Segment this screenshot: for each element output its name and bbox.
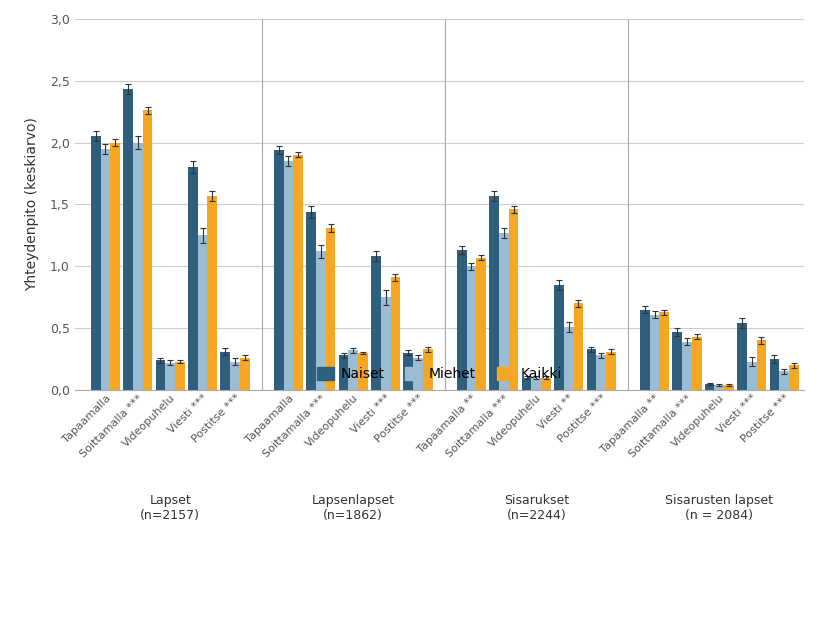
Bar — [293, 155, 303, 390]
Bar — [348, 350, 358, 390]
Bar — [403, 353, 412, 390]
Bar — [498, 233, 508, 390]
Bar — [239, 358, 249, 390]
Bar — [521, 377, 531, 390]
Bar — [142, 111, 152, 390]
Bar — [704, 384, 714, 390]
Bar — [230, 362, 239, 390]
Bar — [339, 355, 348, 390]
Bar — [531, 377, 541, 390]
Bar — [371, 257, 380, 390]
Bar — [541, 377, 551, 390]
Text: Sisarusten lapset
(n = 2084): Sisarusten lapset (n = 2084) — [665, 494, 773, 522]
Bar — [778, 371, 788, 390]
Bar — [672, 332, 681, 390]
Bar — [198, 235, 207, 390]
Bar — [639, 309, 649, 390]
Bar — [489, 196, 498, 390]
Bar — [390, 277, 400, 390]
Bar — [563, 327, 573, 390]
Bar — [788, 365, 797, 390]
Bar — [476, 258, 485, 390]
Bar — [175, 362, 185, 390]
Bar — [681, 342, 691, 390]
Bar — [100, 149, 110, 390]
Bar — [165, 363, 175, 390]
Bar — [188, 167, 198, 390]
Bar — [605, 352, 615, 390]
Bar — [736, 323, 746, 390]
Text: Sisarukset
(n=2244): Sisarukset (n=2244) — [503, 494, 568, 522]
Legend: Naiset, Miehet, Kaikki: Naiset, Miehet, Kaikki — [311, 362, 566, 387]
Bar — [746, 362, 756, 390]
Bar — [412, 358, 422, 390]
Y-axis label: Yhteydenpito (keskiarvo): Yhteydenpito (keskiarvo) — [25, 118, 39, 291]
Bar — [466, 266, 476, 390]
Bar — [422, 349, 432, 390]
Bar — [283, 161, 293, 390]
Bar — [573, 303, 583, 390]
Bar — [132, 143, 142, 390]
Bar — [595, 355, 605, 390]
Bar — [306, 212, 315, 390]
Bar — [123, 89, 132, 390]
Bar — [325, 228, 335, 390]
Bar — [768, 359, 778, 390]
Bar — [315, 252, 325, 390]
Text: Lapsenlapset
(n=1862): Lapsenlapset (n=1862) — [311, 494, 394, 522]
Text: Lapset
(n=2157): Lapset (n=2157) — [140, 494, 200, 522]
Bar — [358, 353, 368, 390]
Bar — [691, 337, 700, 390]
Bar — [220, 352, 230, 390]
Bar — [724, 385, 733, 390]
Bar — [585, 349, 595, 390]
Bar — [380, 297, 390, 390]
Bar — [91, 136, 100, 390]
Bar — [110, 143, 120, 390]
Bar — [553, 285, 563, 390]
Bar — [508, 209, 518, 390]
Bar — [273, 150, 283, 390]
Bar — [156, 360, 165, 390]
Bar — [714, 385, 724, 390]
Bar — [649, 314, 658, 390]
Bar — [658, 312, 668, 390]
Bar — [756, 340, 765, 390]
Bar — [207, 196, 217, 390]
Bar — [456, 250, 466, 390]
